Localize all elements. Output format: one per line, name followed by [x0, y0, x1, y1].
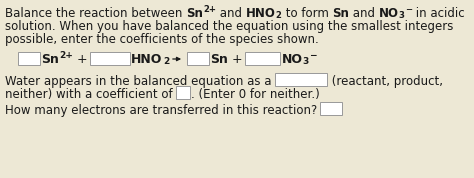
Text: HNO: HNO — [246, 7, 275, 20]
Text: Water appears in the balanced equation as a: Water appears in the balanced equation a… — [5, 75, 272, 88]
FancyBboxPatch shape — [187, 52, 209, 65]
Text: 2: 2 — [275, 11, 282, 20]
Text: Sn: Sn — [332, 7, 349, 20]
Text: +: + — [73, 53, 87, 66]
Text: Sn: Sn — [210, 53, 228, 66]
FancyBboxPatch shape — [320, 102, 342, 115]
Text: −: − — [405, 5, 412, 14]
Text: 2+: 2+ — [203, 5, 216, 14]
Text: in acidic: in acidic — [412, 7, 465, 20]
Text: 3: 3 — [302, 57, 309, 66]
FancyBboxPatch shape — [18, 52, 40, 65]
Text: . (Enter 0 for neither.): . (Enter 0 for neither.) — [191, 88, 319, 101]
Text: Sn: Sn — [41, 53, 59, 66]
Text: −: − — [309, 51, 316, 60]
Text: HNO: HNO — [131, 53, 163, 66]
Text: How many electrons are transferred in this reaction?: How many electrons are transferred in th… — [5, 104, 317, 117]
Text: 2: 2 — [163, 57, 169, 66]
Text: and: and — [349, 7, 379, 20]
Text: possible, enter the coefficients of the species shown.: possible, enter the coefficients of the … — [5, 33, 319, 46]
Text: Sn: Sn — [186, 7, 203, 20]
Text: +: + — [228, 53, 243, 66]
Text: and: and — [216, 7, 246, 20]
FancyBboxPatch shape — [91, 52, 130, 65]
FancyBboxPatch shape — [176, 86, 190, 99]
Text: neither) with a coefficient of: neither) with a coefficient of — [5, 88, 173, 101]
Text: (reactant, product,: (reactant, product, — [328, 75, 443, 88]
Text: 2+: 2+ — [59, 51, 73, 60]
FancyBboxPatch shape — [274, 73, 327, 86]
Text: NO: NO — [282, 53, 302, 66]
Text: to form: to form — [282, 7, 332, 20]
Text: solution. When you have balanced the equation using the smallest integers: solution. When you have balanced the equ… — [5, 20, 453, 33]
Text: Balance the reaction between: Balance the reaction between — [5, 7, 186, 20]
FancyBboxPatch shape — [246, 52, 281, 65]
Text: 3: 3 — [399, 11, 405, 20]
Text: NO: NO — [379, 7, 399, 20]
